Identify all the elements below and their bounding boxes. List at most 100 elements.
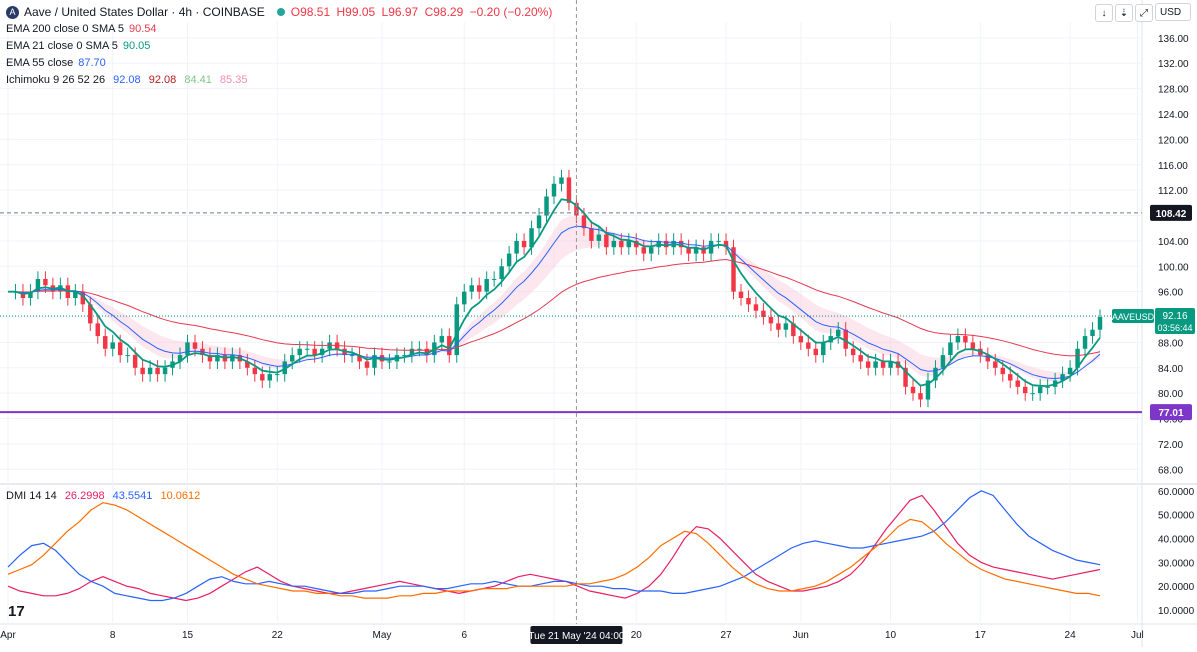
- candle-body: [798, 336, 804, 343]
- dashed-level-label: 108.42: [1156, 209, 1187, 220]
- ema200-legend[interactable]: EMA 200 close 0 SMA 5 90.54: [6, 23, 157, 35]
- candle-body: [678, 240, 684, 248]
- candle-body: [544, 196, 549, 216]
- candle-body: [746, 298, 751, 305]
- candle-body: [686, 247, 691, 254]
- candle-body: [20, 291, 26, 298]
- candle-body: [559, 177, 564, 184]
- ema200-line: [8, 258, 1101, 357]
- candle-body: [873, 361, 878, 368]
- ema55-label: EMA 55 close: [6, 57, 74, 69]
- candle-body: [634, 240, 639, 248]
- ichimoku-legend[interactable]: Ichimoku 9 26 52 26 92.08 92.08 84.41 85…: [6, 74, 247, 86]
- ema21-label: EMA 21 close 0 SMA 5: [6, 40, 118, 52]
- currency-button[interactable]: USD: [1155, 3, 1191, 21]
- candle-body: [888, 361, 893, 368]
- high-value: H99.05: [336, 5, 376, 19]
- candle-body: [417, 348, 422, 350]
- support-label: 77.01: [1158, 408, 1183, 419]
- price-tick-label: 80.00: [1158, 389, 1183, 400]
- candle-body: [1037, 386, 1043, 394]
- dmi-value-1: 26.2998: [64, 490, 105, 502]
- candle-body: [731, 247, 736, 292]
- dashed-level-label-bg: [1150, 204, 1192, 221]
- candle-body: [379, 355, 385, 362]
- candle-body: [970, 342, 976, 349]
- candle-body: [289, 355, 295, 362]
- candle-body: [581, 215, 587, 229]
- arrow-down-icon[interactable]: ⇣: [1115, 4, 1133, 22]
- candle-body: [1075, 348, 1080, 368]
- candle-body: [865, 361, 871, 368]
- candle-body: [252, 367, 258, 375]
- candle-body: [424, 348, 430, 356]
- candle-body: [589, 228, 594, 241]
- candle-body: [155, 367, 160, 375]
- candle-body: [132, 355, 138, 368]
- current-price-bg: [1155, 308, 1195, 335]
- ema21-legend[interactable]: EMA 21 close 0 SMA 5 90.05: [6, 40, 150, 52]
- candle-body: [372, 355, 377, 368]
- candle-body: [349, 355, 355, 357]
- candle-body: [319, 348, 325, 356]
- change-value: −0.20 (−0.20%): [469, 5, 553, 19]
- candle-body: [110, 342, 115, 349]
- candle-body: [1015, 380, 1020, 387]
- candle-body: [1097, 317, 1103, 330]
- candle-body: [955, 336, 961, 343]
- candle-body: [357, 355, 362, 362]
- dmi-tick-label: 50.0000: [1158, 511, 1195, 522]
- candle-body: [230, 355, 235, 362]
- candle-body: [387, 361, 392, 363]
- dmi-series-2: [7, 502, 1101, 599]
- dmi-legend[interactable]: DMI 14 14 26.2998 43.5541 10.0612: [6, 490, 200, 502]
- support-label-bg: [1150, 404, 1192, 421]
- candle-body: [514, 240, 519, 254]
- time-tick-label: 17: [975, 630, 987, 641]
- candle-body: [469, 285, 474, 292]
- symbol-tag-bg: [1112, 309, 1154, 324]
- candle-body: [813, 348, 819, 356]
- dmi-tick-label: 40.0000: [1158, 534, 1195, 545]
- candle-body: [925, 380, 931, 400]
- price-tick-label: 88.00: [1158, 338, 1183, 349]
- candle-body: [1067, 367, 1073, 375]
- fullscreen-icon[interactable]: ⤢: [1135, 4, 1153, 22]
- candle-body: [993, 361, 998, 368]
- candle-body: [1030, 393, 1035, 395]
- close-value: C98.29: [424, 5, 464, 19]
- candle-body: [402, 355, 407, 357]
- symbol-title[interactable]: Aave / United States Dollar · 4h · COINB…: [24, 5, 265, 19]
- candle-body: [843, 329, 848, 349]
- candle-body: [1000, 367, 1005, 375]
- ema55-line: [8, 225, 1101, 380]
- price-tick-label: 84.00: [1158, 364, 1183, 375]
- price-tick-label: 120.00: [1158, 135, 1189, 146]
- candle-body: [282, 361, 287, 375]
- time-tick-label: 24: [1065, 630, 1077, 641]
- ema200-label: EMA 200 close 0 SMA 5: [6, 23, 125, 35]
- time-tick-label: Jun: [793, 630, 809, 641]
- candle-body: [409, 348, 415, 356]
- candle-body: [626, 240, 632, 248]
- dmi-tick-label: 60.0000: [1158, 487, 1195, 498]
- ichimoku-label: Ichimoku 9 26 52 26: [6, 74, 106, 86]
- candle-body: [985, 355, 991, 362]
- scroll-down-icon[interactable]: ↓: [1095, 4, 1113, 22]
- candle-body: [304, 348, 310, 350]
- candle-body: [761, 310, 766, 318]
- candle-body: [215, 355, 220, 362]
- candle-body: [95, 323, 100, 337]
- price-tick-label: 136.00: [1158, 34, 1189, 45]
- chart-header: A Aave / United States Dollar · 4h · COI…: [6, 4, 555, 20]
- candle-body: [611, 240, 617, 248]
- time-tick-label: 22: [272, 630, 284, 641]
- ichimoku-value-3: 84.41: [184, 74, 212, 86]
- dmi-label: DMI 14 14: [6, 490, 57, 502]
- price-tick-label: 72.00: [1158, 440, 1183, 451]
- ema55-legend[interactable]: EMA 55 close 87.70: [6, 57, 106, 69]
- low-value: L96.97: [381, 5, 419, 19]
- candle-body: [1045, 386, 1050, 388]
- time-tick-label: Apr: [0, 630, 16, 641]
